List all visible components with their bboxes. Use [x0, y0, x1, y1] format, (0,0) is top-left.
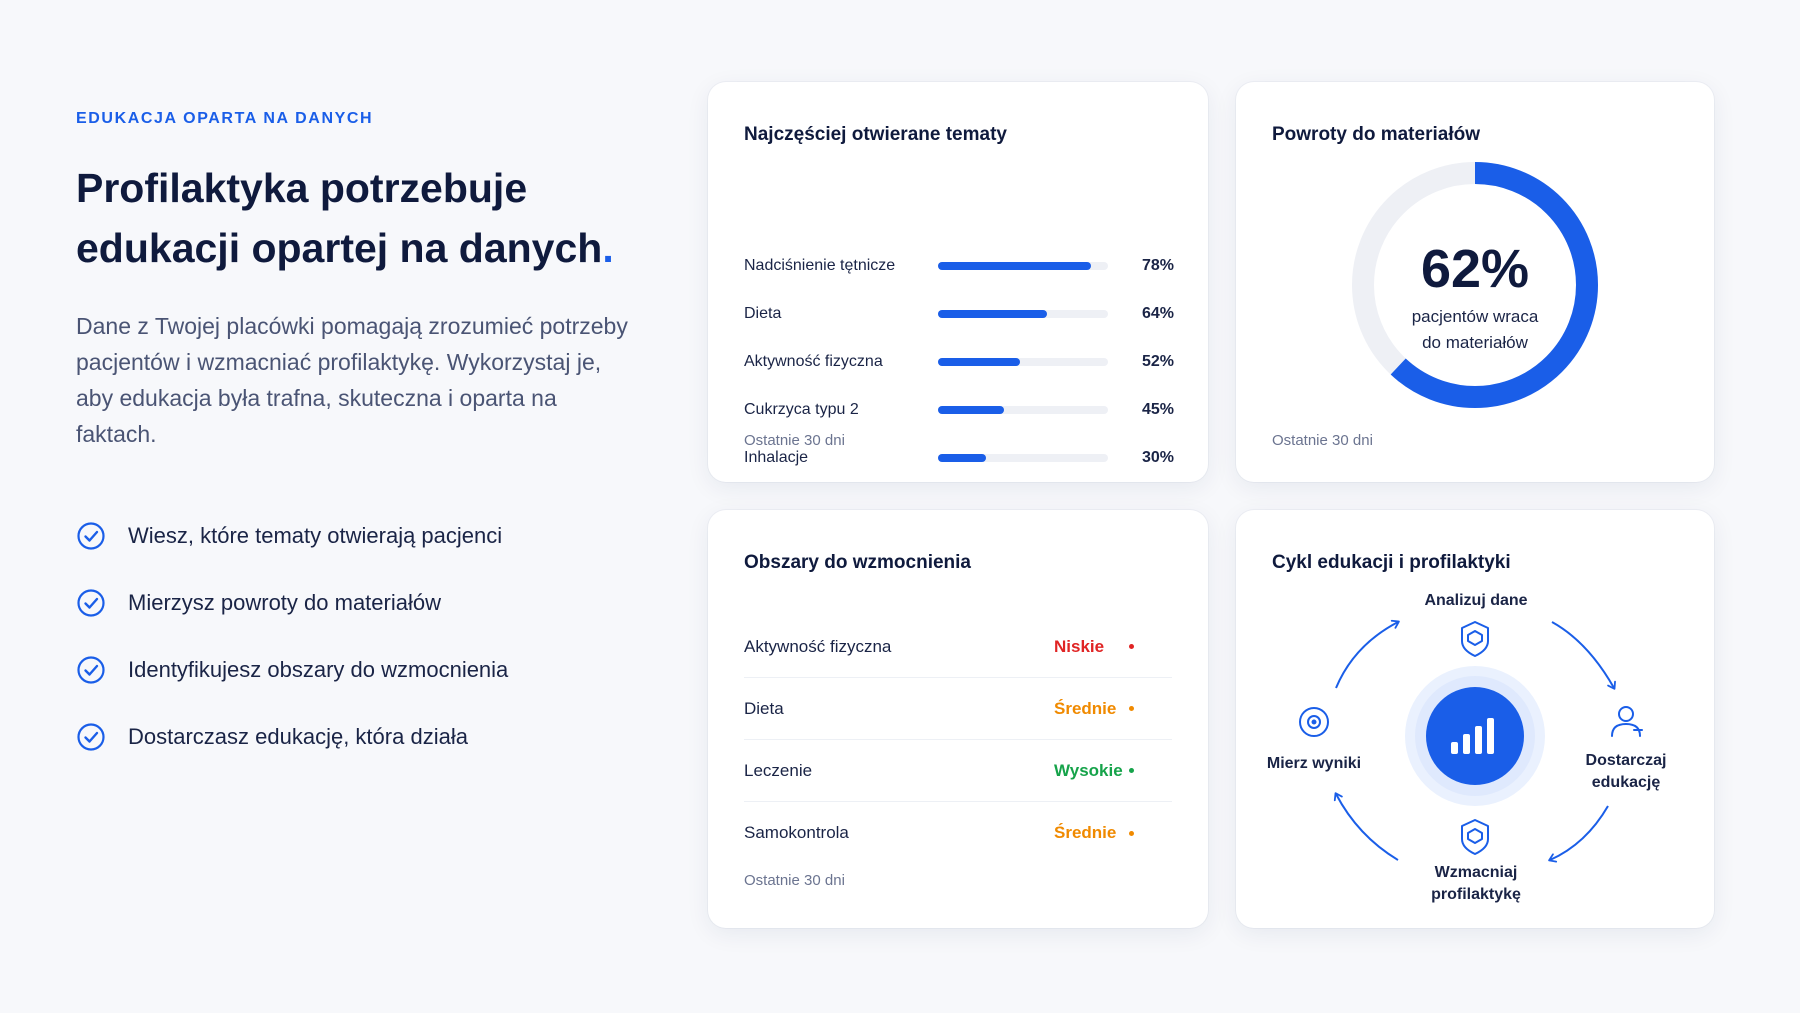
- cycle-arrow: [1335, 619, 1400, 689]
- page-title: Profilaktyka potrzebuje edukacji opartej…: [76, 158, 636, 278]
- checklist-label: Wiesz, które tematy otwierają pacjenci: [128, 522, 503, 548]
- topic-bar-track: [938, 406, 1108, 414]
- area-status: Średnie: [1054, 698, 1117, 718]
- checklist-item: Dostarczasz edukację, która działa: [76, 703, 636, 770]
- node-label-left: Mierz wyniki: [1266, 755, 1362, 772]
- topic-bar-track: [938, 310, 1108, 318]
- area-row: Samokontrola Średnie: [744, 802, 1172, 864]
- node-label-top: Analizuj dane: [1424, 592, 1528, 609]
- cycle-card-title: Cykl edukacji i profilaktyki: [1272, 552, 1511, 573]
- bar-chart-icon: [1451, 718, 1494, 754]
- topic-bar-track: [938, 358, 1108, 366]
- topic-label: Dieta: [744, 305, 782, 322]
- returns-caption-line-2: do materiałów: [1422, 333, 1528, 352]
- areas-card-footer: Ostatnie 30 dni: [744, 872, 845, 889]
- checklist-item: Identyfikujesz obszary do wzmocnienia: [76, 636, 636, 703]
- checklist-label: Identyfikujesz obszary do wzmocnienia: [128, 656, 509, 682]
- returns-card-title: Powroty do materiałów: [1272, 124, 1480, 145]
- returns-caption: pacjentów wraca do materiałów: [1236, 304, 1714, 356]
- area-label: Aktywność fizyczna: [744, 636, 892, 656]
- check-circle-icon: [77, 722, 105, 751]
- topic-value: 78%: [1141, 257, 1174, 274]
- eyebrow: EDUKACJA OPARTA NA DANYCH: [76, 110, 374, 127]
- cycle-arrow: [1548, 805, 1609, 863]
- topics-card-title: Najczęściej otwierane tematy: [744, 124, 1007, 145]
- topic-label: Cukrzyca typu 2: [744, 401, 859, 418]
- node-label-bottom-line-2: profilaktykę: [1431, 886, 1521, 903]
- area-label: Samokontrola: [744, 823, 849, 842]
- area-label: Leczenie: [744, 760, 813, 780]
- shield-icon: [1461, 819, 1489, 855]
- returns-card: Powroty do materiałów 62% pacjentów wrac…: [1236, 82, 1714, 482]
- target-icon: [1299, 707, 1329, 737]
- topics-card-footer: Ostatnie 30 dni: [744, 432, 845, 449]
- cycle-card: Cykl edukacji i profilaktyki Analizuj da…: [1236, 510, 1714, 928]
- topic-value: 30%: [1141, 449, 1174, 466]
- headline-dot: .: [602, 225, 614, 271]
- check-circle-icon: [77, 521, 105, 550]
- checklist-item: Wiesz, które tematy otwierają pacjenci: [76, 502, 636, 569]
- checklist-label: Dostarczasz edukację, która działa: [128, 723, 468, 749]
- area-status: Wysokie: [1054, 760, 1123, 780]
- area-row: Dieta Średnie: [744, 678, 1172, 740]
- topic-bar-fill: [938, 358, 1020, 366]
- cycle-arrow: [1551, 621, 1616, 690]
- intro-section: EDUKACJA OPARTA NA DANYCH Profilaktyka p…: [76, 110, 636, 770]
- topic-value: 52%: [1141, 353, 1174, 370]
- area-label: Dieta: [744, 698, 784, 718]
- checklist-item: Mierzysz powroty do materiałów: [76, 569, 636, 636]
- headline-line-1: Profilaktyka potrzebuje: [76, 165, 528, 211]
- topic-bar-fill: [938, 310, 1047, 318]
- node-label-right-line-1: Dostarczaj: [1585, 752, 1667, 769]
- topic-row: Aktywność fizyczna 52%: [744, 350, 1174, 374]
- topic-label: Aktywność fizyczna: [744, 353, 883, 370]
- topic-bar-track: [938, 262, 1108, 270]
- topic-bar-track: [938, 454, 1108, 462]
- area-row: Leczenie Wysokie: [744, 740, 1172, 802]
- topic-value: 64%: [1141, 305, 1174, 322]
- status-dot: [1129, 706, 1134, 711]
- lead-paragraph: Dane z Twojej placówki pomagają zrozumie…: [76, 313, 628, 447]
- returns-card-footer: Ostatnie 30 dni: [1272, 432, 1373, 449]
- topic-label: Inhalacje: [744, 449, 809, 466]
- status-dot: [1129, 644, 1134, 649]
- topic-bar-fill: [938, 406, 1005, 414]
- topic-row: Nadciśnienie tętnicze 78%: [744, 254, 1174, 278]
- cycle-arrow: [1333, 792, 1399, 861]
- areas-card-title: Obszary do wzmocnienia: [744, 552, 971, 573]
- cycle-diagram: [1299, 619, 1643, 863]
- returns-caption-line-1: pacjentów wraca: [1411, 307, 1539, 326]
- check-circle-icon: [77, 655, 105, 684]
- area-row: Aktywność fizyczna Niskie: [744, 616, 1172, 678]
- status-dot: [1129, 768, 1134, 773]
- returns-donut: [1352, 162, 1598, 408]
- areas-card: Obszary do wzmocnienia Aktywność fizyczn…: [708, 510, 1208, 928]
- topic-bar-fill: [938, 454, 986, 462]
- topic-row: Inhalacje 30%: [744, 446, 1174, 470]
- status-dot: [1129, 830, 1134, 836]
- topic-value: 45%: [1141, 401, 1174, 418]
- topics-card: Najczęściej otwierane tematy Nadciśnieni…: [708, 82, 1208, 482]
- user-icon: [1611, 706, 1643, 737]
- checklist: Wiesz, które tematy otwierają pacjenci M…: [76, 502, 636, 770]
- area-status: Średnie: [1054, 823, 1117, 842]
- topic-row: Cukrzyca typu 2 45%: [744, 398, 1174, 422]
- node-label-right-line-2: edukację: [1591, 774, 1661, 791]
- topic-label: Nadciśnienie tętnicze: [744, 257, 896, 274]
- node-label-right: Dostarczaj edukację: [1566, 750, 1686, 794]
- node-label-bottom: Wzmacniaj profilaktykę: [1411, 862, 1541, 906]
- headline-line-2: edukacji opartej na danych: [76, 225, 603, 271]
- returns-value: 62%: [1420, 239, 1530, 299]
- topic-bar-fill: [938, 262, 1091, 270]
- donut-fill: [1352, 162, 1598, 408]
- shield-icon: [1461, 621, 1489, 657]
- node-label-bottom-line-1: Wzmacniaj: [1434, 864, 1518, 881]
- checklist-label: Mierzysz powroty do materiałów: [128, 589, 441, 615]
- area-status: Niskie: [1054, 636, 1105, 656]
- check-circle-icon: [77, 588, 105, 617]
- topic-row: Dieta 64%: [744, 302, 1174, 326]
